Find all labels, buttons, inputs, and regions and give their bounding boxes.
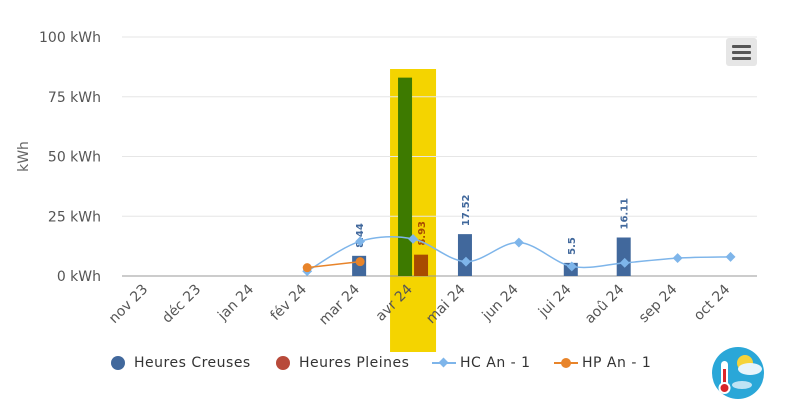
highlight-band <box>390 69 437 352</box>
y-tick-label: 0 kWh <box>57 269 101 285</box>
legend-item-hp-an-1[interactable]: HP An - 1 <box>554 355 652 371</box>
point-hc-an-1[interactable] <box>566 261 577 272</box>
point-hc-an-1[interactable] <box>408 234 418 244</box>
bar-heures-creuses[interactable] <box>616 237 631 276</box>
chart-menu-button[interactable] <box>726 38 757 66</box>
legend-item-heures-creuses[interactable]: Heures Creuses <box>110 355 251 371</box>
point-hc-an-1[interactable] <box>461 256 471 267</box>
x-tick-label: fév 24 <box>268 281 311 324</box>
legend-label: Heures Creuses <box>134 355 251 371</box>
point-hc-an-1[interactable] <box>725 251 736 262</box>
legend-label: HC An - 1 <box>460 355 531 371</box>
legend-label: Heures Pleines <box>299 355 410 371</box>
legend-label: HP An - 1 <box>582 355 652 371</box>
x-tick-label: mar 24 <box>316 281 363 328</box>
y-tick-label: 50 kWh <box>48 150 101 166</box>
data-label: 5.5 <box>567 237 578 255</box>
point-hc-an-1[interactable] <box>513 237 524 248</box>
point-hc-an-1[interactable] <box>355 236 366 247</box>
data-label: 8.44 <box>355 223 366 248</box>
point-hp-an-1[interactable] <box>355 257 365 267</box>
x-tick-label: déc 23 <box>159 282 204 327</box>
data-label: 8.93 <box>417 221 428 246</box>
data-label: 16.11 <box>620 198 631 230</box>
y-tick-label: 75 kWh <box>48 90 101 106</box>
bar-heures-creuses[interactable] <box>398 77 413 276</box>
point-hc-an-1[interactable] <box>619 257 630 268</box>
y-axis-title: kWh <box>16 141 32 172</box>
y-tick-label: 100 kWh <box>39 30 101 46</box>
x-tick-label: oct 24 <box>691 281 734 324</box>
data-label: 17.52 <box>461 194 472 226</box>
x-tick-label: jun 24 <box>479 281 522 324</box>
point-hc-an-1[interactable] <box>672 253 683 264</box>
x-tick-label: jui 24 <box>535 281 575 321</box>
x-tick-label: nov 23 <box>106 282 151 327</box>
x-tick-label: sep 24 <box>636 281 681 326</box>
weather-thermometer-icon[interactable] <box>712 347 764 399</box>
legend-item-heures-pleines[interactable]: Heures Pleines <box>275 355 409 371</box>
bar-heures-creuses[interactable] <box>457 234 472 276</box>
legend-item-hc-an-1[interactable]: HC An - 1 <box>432 355 531 371</box>
x-tick-label: aoû 24 <box>582 281 628 327</box>
x-tick-label: jan 24 <box>214 281 257 324</box>
bar-heures-pleines[interactable] <box>414 254 429 276</box>
point-hp-an-1[interactable] <box>302 263 312 273</box>
y-tick-label: 25 kWh <box>48 209 101 225</box>
